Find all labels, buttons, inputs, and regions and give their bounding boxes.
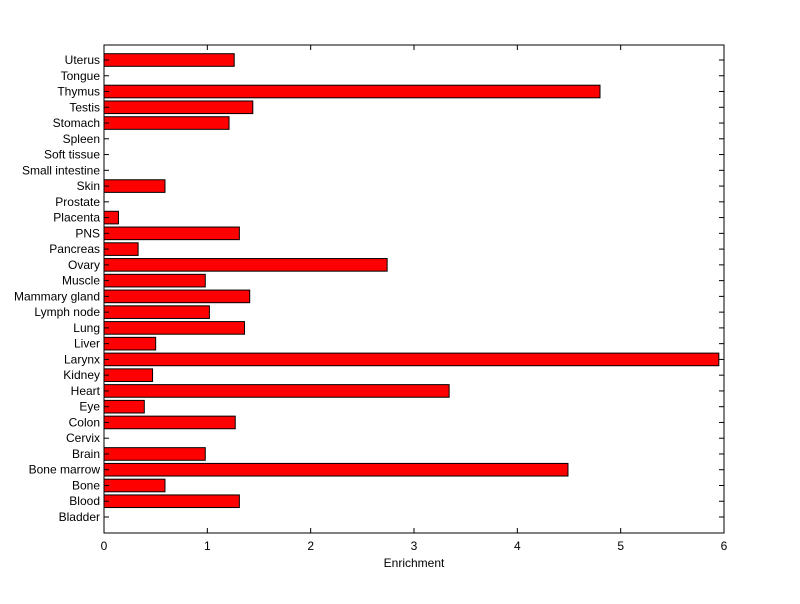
y-tick-label-prostate: Prostate xyxy=(55,195,100,209)
bar-eye xyxy=(103,399,145,414)
y-tick-label-cervix: Cervix xyxy=(66,431,100,445)
x-tick-label-3: 3 xyxy=(411,539,418,553)
bar-blood xyxy=(103,494,240,509)
y-tick-label-skin: Skin xyxy=(77,179,100,193)
y-tick-label-kidney: Kidney xyxy=(63,368,100,382)
y-tick-label-mammary-gland: Mammary gland xyxy=(14,289,100,303)
y-tick-label-testis: Testis xyxy=(69,100,100,114)
bar-liver xyxy=(103,336,157,351)
bar-muscle xyxy=(103,273,206,288)
x-tick-labels: 0 1 2 3 4 5 6 xyxy=(101,539,728,553)
y-tick-label-blood: Blood xyxy=(69,494,100,508)
y-tick-label-pancreas: Pancreas xyxy=(49,242,100,256)
y-tick-label-soft-tissue: Soft tissue xyxy=(44,148,100,162)
bar-pancreas xyxy=(103,242,139,256)
y-tick-label-thymus: Thymus xyxy=(57,85,100,99)
bar-ovary xyxy=(103,258,388,272)
x-tick-label-2: 2 xyxy=(307,539,314,553)
y-tick-label-uterus: Uterus xyxy=(65,53,100,67)
x-tick-label-4: 4 xyxy=(514,539,521,553)
y-tick-label-heart: Heart xyxy=(71,384,101,398)
ticks-layer xyxy=(103,45,725,533)
y-tick-label-small-intestine: Small intestine xyxy=(22,163,100,177)
y-tick-label-tongue: Tongue xyxy=(61,69,101,83)
bar-heart xyxy=(103,384,450,398)
bar-lymph-node xyxy=(103,305,210,319)
y-tick-label-ovary: Ovary xyxy=(68,258,100,272)
bar-uterus xyxy=(103,53,235,67)
bar-brain xyxy=(103,447,206,461)
y-tick-label-muscle: Muscle xyxy=(62,274,100,288)
bar-testis xyxy=(103,100,254,115)
x-axis-label: Enrichment xyxy=(384,556,445,570)
y-tick-label-lymph-node: Lymph node xyxy=(34,305,100,319)
y-tick-label-bladder: Bladder xyxy=(59,510,100,524)
y-tick-label-eye: Eye xyxy=(79,400,100,414)
y-tick-label-larynx: Larynx xyxy=(64,352,100,366)
y-tick-label-lung: Lung xyxy=(73,321,100,335)
y-tick-label-bone: Bone xyxy=(72,478,100,492)
bar-mammary-gland xyxy=(103,289,251,304)
bar-colon xyxy=(103,415,236,430)
bar-stomach xyxy=(103,116,230,130)
x-tick-label-6: 6 xyxy=(721,539,728,553)
bars-layer xyxy=(103,53,720,509)
bar-larynx xyxy=(103,352,720,367)
x-tick-label-0: 0 xyxy=(101,539,108,553)
bar-thymus xyxy=(103,84,601,99)
bar-kidney xyxy=(103,368,154,382)
x-tick-label-1: 1 xyxy=(204,539,211,553)
y-tick-label-stomach: Stomach xyxy=(53,116,100,130)
y-tick-label-placenta: Placenta xyxy=(53,211,100,225)
bar-bone-marrow xyxy=(103,462,569,477)
bar-lung xyxy=(103,321,246,335)
y-tick-label-colon: Colon xyxy=(69,415,100,429)
bar-bone xyxy=(103,478,166,493)
bar-pns xyxy=(103,226,240,241)
bar-skin xyxy=(103,179,166,193)
plot-frame xyxy=(103,44,725,534)
y-tick-label-brain: Brain xyxy=(72,447,100,461)
y-tick-label-spleen: Spleen xyxy=(63,132,100,146)
y-tick-label-bone-marrow: Bone marrow xyxy=(29,463,101,477)
x-tick-label-5: 5 xyxy=(617,539,624,553)
y-tick-label-liver: Liver xyxy=(74,337,100,351)
y-tick-label-pns: PNS xyxy=(75,226,100,240)
